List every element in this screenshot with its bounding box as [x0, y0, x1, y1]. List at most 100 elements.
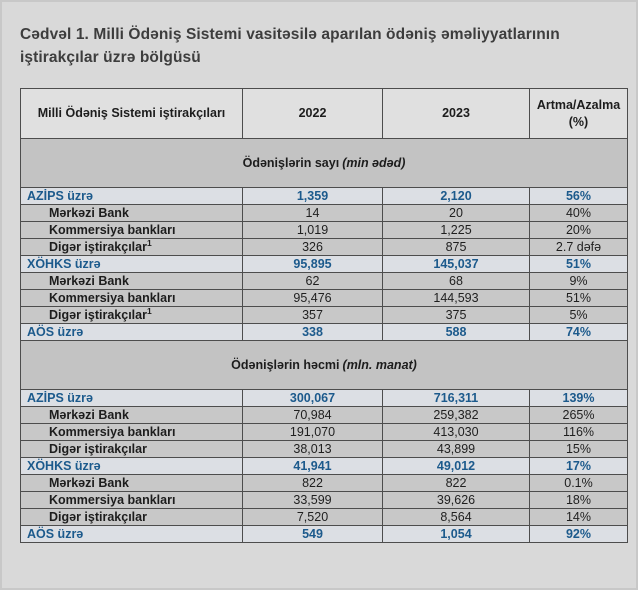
table-row: Kommersiya bankları 33,599 39,626 18%	[20, 491, 628, 509]
payments-table: Milli Ödəniş Sistemi iştirakçıları 2022 …	[20, 88, 628, 543]
value-2023: 39,626	[382, 491, 530, 509]
footnote-marker: 1	[146, 305, 152, 316]
value-2023: 259,382	[382, 406, 530, 424]
value-2023: 144,593	[382, 289, 530, 307]
table-row: XÖHKS üzrə 41,941 49,012 17%	[20, 457, 628, 475]
table-row: Mərkəzi Bank 70,984 259,382 265%	[20, 406, 628, 424]
value-2022: 33,599	[242, 491, 383, 509]
value-change: 20%	[529, 221, 628, 239]
participant-cell: XÖHKS üzrə	[20, 255, 243, 273]
value-2022: 191,070	[242, 423, 383, 441]
value-2023: 145,037	[382, 255, 530, 273]
participant-cell: AÖS üzrə	[20, 525, 243, 543]
value-change: 17%	[529, 457, 628, 475]
participant-label: AÖS üzrə	[27, 325, 84, 339]
participant-cell: XÖHKS üzrə	[20, 457, 243, 475]
value-2022: 95,895	[242, 255, 383, 273]
value-change: 51%	[529, 289, 628, 307]
participant-label: AZİPS üzrə	[27, 391, 93, 405]
value-2023: 49,012	[382, 457, 530, 475]
participant-label: XÖHKS üzrə	[27, 459, 101, 473]
participant-label: Kommersiya bankları	[49, 493, 176, 507]
value-2022: 300,067	[242, 389, 383, 407]
participant-label: Kommersiya bankları	[49, 291, 176, 305]
table-row: Kommersiya bankları 191,070 413,030 116%	[20, 423, 628, 441]
value-2023: 716,311	[382, 389, 530, 407]
col-header-participants: Milli Ödəniş Sistemi iştirakçıları	[20, 88, 243, 139]
value-change: 9%	[529, 272, 628, 290]
value-2022: 38,013	[242, 440, 383, 458]
participant-label: AZİPS üzrə	[27, 189, 93, 203]
section-band-cell: Ödənişlərin sayı (min ədəd)	[20, 138, 628, 188]
value-2022: 41,941	[242, 457, 383, 475]
participant-cell: Mərkəzi Bank	[20, 204, 243, 222]
table-row: AÖS üzrə 549 1,054 92%	[20, 525, 628, 543]
participant-label: Digər iştirakçılar	[49, 240, 147, 254]
footnote-marker: 1	[146, 237, 152, 248]
table-row: Digər iştirakçılar1 326 875 2.7 dəfə	[20, 237, 628, 256]
value-change: 139%	[529, 389, 628, 407]
section-band-row: Ödənişlərin sayı (min ədəd)	[20, 138, 628, 188]
participant-label: XÖHKS üzrə	[27, 257, 101, 271]
col-header-2022: 2022	[242, 88, 383, 139]
value-2023: 413,030	[382, 423, 530, 441]
table-row: XÖHKS üzrə 95,895 145,037 51%	[20, 255, 628, 273]
value-2023: 1,225	[382, 221, 530, 239]
participant-cell: Kommersiya bankları	[20, 221, 243, 239]
value-2022: 549	[242, 525, 383, 543]
participant-label: Mərkəzi Bank	[49, 408, 129, 422]
table-row: Kommersiya bankları 95,476 144,593 51%	[20, 289, 628, 307]
section-title: Ödənişlərin sayı	[242, 156, 340, 170]
value-2023: 8,564	[382, 508, 530, 526]
value-change: 74%	[529, 323, 628, 341]
page-title: Cədvəl 1. Milli Ödəniş Sistemi vasitəsil…	[20, 26, 560, 66]
col-header-2023: 2023	[382, 88, 530, 139]
value-change: 56%	[529, 187, 628, 205]
col-header-change: Artma/Azalma (%)	[529, 88, 628, 139]
participant-cell: Kommersiya bankları	[20, 423, 243, 441]
value-change: 51%	[529, 255, 628, 273]
value-2023: 588	[382, 323, 530, 341]
table-row: Mərkəzi Bank 62 68 9%	[20, 272, 628, 290]
value-2022: 1,019	[242, 221, 383, 239]
section-band-cell: Ödənişlərin həcmi (mln. manat)	[20, 340, 628, 390]
value-2023: 822	[382, 474, 530, 492]
participant-label: Digər iştirakçılar	[49, 510, 147, 524]
participant-cell: Digər iştirakçılar	[20, 508, 243, 526]
table-row: AZİPS üzrə 1,359 2,120 56%	[20, 187, 628, 205]
participant-cell: Mərkəzi Bank	[20, 406, 243, 424]
table-row: Digər iştirakçılar 38,013 43,899 15%	[20, 440, 628, 458]
table-row: AZİPS üzrə 300,067 716,311 139%	[20, 389, 628, 407]
value-change: 40%	[529, 204, 628, 222]
participant-label: Mərkəzi Bank	[49, 206, 129, 220]
participant-label: Kommersiya bankları	[49, 223, 176, 237]
participant-cell: Digər iştirakçılar1	[20, 237, 243, 256]
value-change: 92%	[529, 525, 628, 543]
section-title: Ödənişlərin həcmi	[231, 358, 340, 372]
value-change: 15%	[529, 440, 628, 458]
participant-cell: Mərkəzi Bank	[20, 474, 243, 492]
participant-cell: AZİPS üzrə	[20, 187, 243, 205]
participant-cell: Kommersiya bankları	[20, 491, 243, 509]
table-row: Kommersiya bankları 1,019 1,225 20%	[20, 221, 628, 239]
value-change: 5%	[529, 306, 628, 324]
value-2022: 7,520	[242, 508, 383, 526]
value-2022: 338	[242, 323, 383, 341]
value-2023: 68	[382, 272, 530, 290]
value-2022: 70,984	[242, 406, 383, 424]
value-2023: 1,054	[382, 525, 530, 543]
value-2023: 2,120	[382, 187, 530, 205]
value-change: 116%	[529, 423, 628, 441]
participant-cell: Digər iştirakçılar	[20, 440, 243, 458]
value-2023: 875	[382, 238, 530, 256]
participant-cell: Digər iştirakçılar1	[20, 305, 243, 324]
section-unit: (min ədəd)	[342, 156, 406, 170]
participant-label: Mərkəzi Bank	[49, 476, 129, 490]
table-row: Mərkəzi Bank 822 822 0.1%	[20, 474, 628, 492]
value-2023: 20	[382, 204, 530, 222]
participant-cell: AZİPS üzrə	[20, 389, 243, 407]
value-2022: 14	[242, 204, 383, 222]
value-change: 0.1%	[529, 474, 628, 492]
table-row: AÖS üzrə 338 588 74%	[20, 323, 628, 341]
